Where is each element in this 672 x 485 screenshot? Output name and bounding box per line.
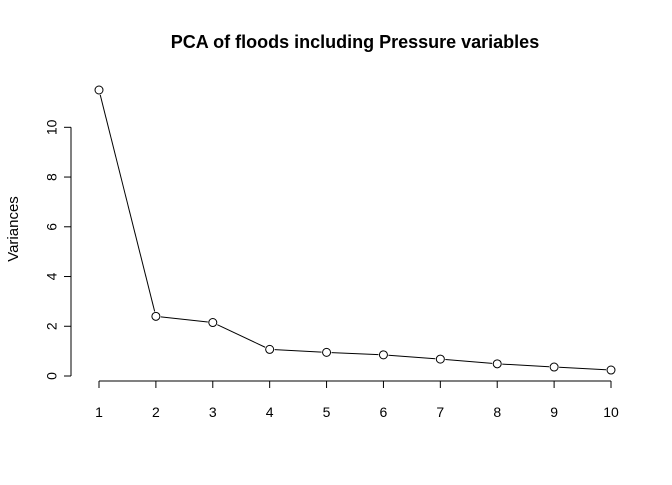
series-line-segment <box>559 366 607 371</box>
x-tick-label: 4 <box>266 404 274 420</box>
y-axis-label: Variances <box>5 196 22 262</box>
data-point <box>208 318 218 328</box>
series-variances <box>94 85 616 375</box>
x-tick-label: 1 <box>95 404 103 420</box>
series-line-segment <box>331 352 379 356</box>
series-line-segment <box>445 359 493 364</box>
chart-title: PCA of floods including Pressure variabl… <box>171 32 539 52</box>
x-tick-label: 8 <box>493 404 501 420</box>
y-tick-label: 6 <box>44 223 60 231</box>
data-point <box>549 362 559 372</box>
y-axis: 0 2 4 6 8 10 <box>44 119 72 380</box>
data-point <box>435 354 445 364</box>
x-tick-label: 10 <box>603 404 619 420</box>
y-tick-label: 4 <box>44 272 60 280</box>
data-point <box>94 85 104 95</box>
data-point <box>151 311 161 321</box>
data-point <box>265 344 275 354</box>
series-line-segment <box>217 324 266 348</box>
x-tick-label: 7 <box>436 404 444 420</box>
x-tick-label: 6 <box>380 404 388 420</box>
series-line-segment <box>99 94 156 312</box>
series-line-segment <box>502 363 550 368</box>
series-line-segment <box>160 316 208 323</box>
y-tick-label: 8 <box>44 173 60 181</box>
y-tick-label: 2 <box>44 322 60 330</box>
series-line-segment <box>274 349 322 353</box>
x-tick-label: 9 <box>550 404 558 420</box>
data-point <box>378 350 388 360</box>
data-point <box>492 359 502 369</box>
data-point <box>606 365 616 375</box>
x-tick-label: 3 <box>209 404 217 420</box>
y-tick-label: 10 <box>44 119 60 135</box>
x-axis: 1 2 3 4 5 6 7 8 9 10 <box>95 380 619 420</box>
x-tick-label: 5 <box>323 404 331 420</box>
data-point <box>322 347 332 357</box>
x-tick-label: 2 <box>152 404 160 420</box>
series-line-segment <box>388 354 436 360</box>
y-tick-label: 0 <box>44 372 60 380</box>
